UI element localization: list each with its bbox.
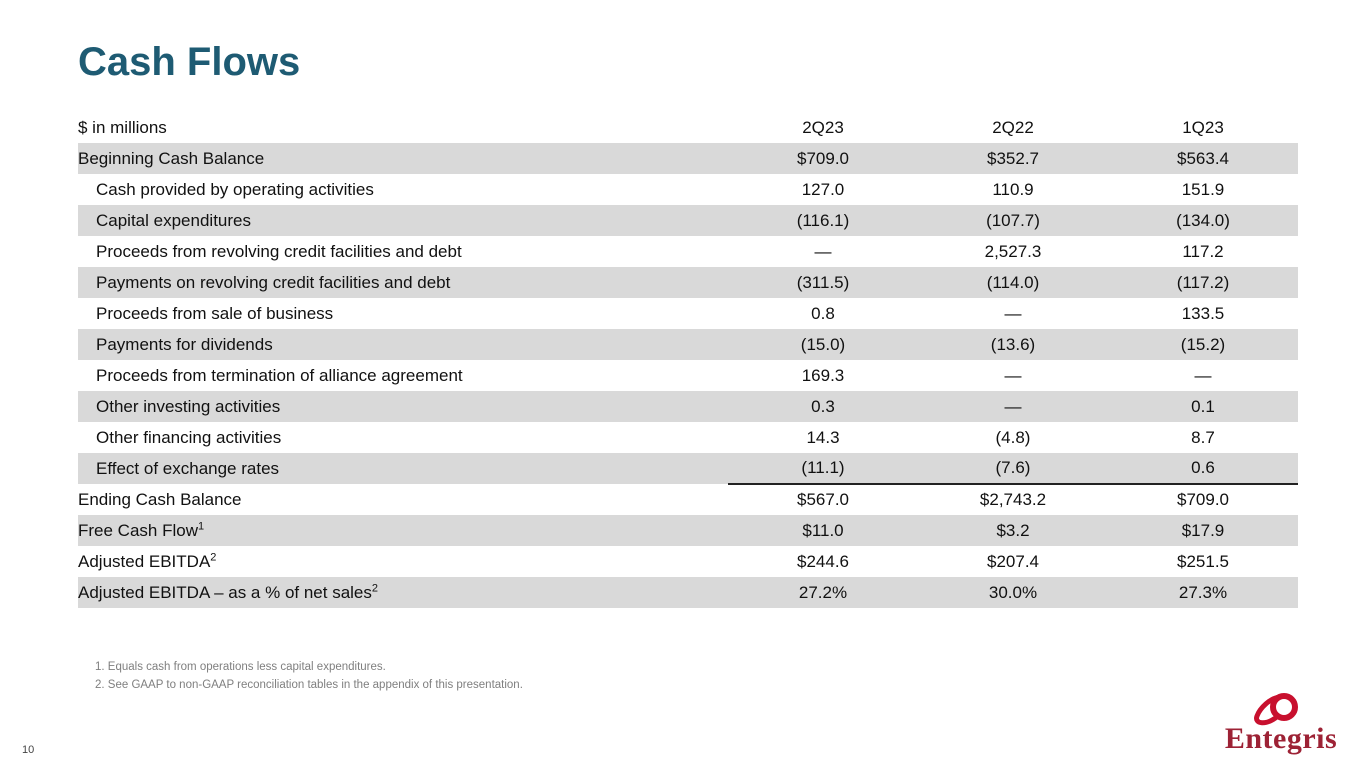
footnote-ref: 2 bbox=[371, 581, 379, 594]
row-value: $709.0 bbox=[1108, 483, 1298, 515]
entegris-logo: Entegris bbox=[1221, 690, 1341, 754]
entegris-wordmark: Entegris bbox=[1224, 722, 1338, 755]
row-value: $11.0 bbox=[802, 520, 844, 540]
row-value: — bbox=[1004, 303, 1022, 323]
row-value: (116.1) bbox=[796, 210, 850, 230]
row-label: Ending Cash Balance bbox=[78, 489, 242, 509]
row-label: Proceeds from termination of alliance ag… bbox=[96, 365, 463, 385]
footnotes: 1. Equals cash from operations less capi… bbox=[95, 659, 523, 695]
row-label: Other financing activities bbox=[96, 427, 282, 447]
row-value: $352.7 bbox=[987, 148, 1039, 168]
page-title: Cash Flows bbox=[78, 40, 301, 84]
row-value: (134.0) bbox=[1176, 210, 1230, 230]
row-label: Effect of exchange rates bbox=[96, 458, 280, 478]
row-value: (15.0) bbox=[800, 334, 846, 354]
row-value: 8.7 bbox=[1191, 427, 1215, 447]
row-value: (311.5) bbox=[796, 272, 850, 292]
row-value: (117.2) bbox=[1176, 272, 1230, 292]
row-value: 0.8 bbox=[811, 303, 835, 323]
row-value: $3.2 bbox=[996, 520, 1030, 540]
table-row: Adjusted EBITDA2 $244.6 $207.4 $251.5 bbox=[78, 546, 1298, 577]
row-value: 27.3% bbox=[1178, 582, 1228, 602]
entegris-swirl-icon bbox=[1254, 693, 1298, 726]
row-value: 117.2 bbox=[1182, 241, 1224, 261]
row-value: $17.9 bbox=[1181, 520, 1225, 540]
table-row: Other financing activities 14.3 (4.8) 8.7 bbox=[78, 422, 1298, 453]
row-label: Proceeds from revolving credit facilitie… bbox=[96, 241, 462, 261]
row-value: — bbox=[1004, 365, 1022, 385]
table-header-col-1q23: 1Q23 bbox=[1182, 117, 1224, 137]
footnote-ref: 2 bbox=[210, 550, 217, 563]
row-value: $251.5 bbox=[1177, 551, 1229, 571]
row-value: (107.7) bbox=[986, 210, 1040, 230]
row-label: Payments on revolving credit facilities … bbox=[96, 272, 451, 292]
row-value: (114.0) bbox=[986, 272, 1040, 292]
page-number: 10 bbox=[22, 744, 35, 756]
cash-flows-table: $ in millions 2Q23 2Q22 1Q23 Beginning C… bbox=[78, 112, 1298, 608]
row-value: $244.6 bbox=[797, 551, 849, 571]
table-header-col-2q22: 2Q22 bbox=[992, 117, 1034, 137]
table-row: Proceeds from sale of business 0.8 — 133.5 bbox=[78, 298, 1298, 329]
table-row: Beginning Cash Balance $709.0 $352.7 $563.4 bbox=[78, 143, 1298, 174]
row-label: Beginning Cash Balance bbox=[78, 148, 265, 168]
row-value: $709.0 bbox=[797, 148, 849, 168]
row-value: 151.9 bbox=[1181, 179, 1225, 199]
row-label: Payments for dividends bbox=[96, 334, 273, 354]
row-label: Free Cash Flow1 bbox=[78, 519, 205, 540]
table-row: Proceeds from revolving credit facilitie… bbox=[78, 236, 1298, 267]
row-value: $2,743.2 bbox=[918, 483, 1108, 515]
table-row: Effect of exchange rates (11.1) (7.6) 0.6 bbox=[78, 453, 1298, 484]
row-label: Adjusted EBITDA – as a % of net sales2 bbox=[78, 581, 379, 602]
table-row: Adjusted EBITDA – as a % of net sales2 27… bbox=[78, 577, 1298, 608]
table-header-row: $ in millions 2Q23 2Q22 1Q23 bbox=[78, 112, 1298, 143]
row-value: 133.5 bbox=[1181, 303, 1225, 323]
row-label: Other investing activities bbox=[96, 396, 281, 416]
row-value: (15.2) bbox=[1180, 334, 1226, 354]
row-value: 2,527.3 bbox=[984, 241, 1042, 261]
row-value: 169.3 bbox=[801, 365, 845, 385]
table-row: Payments on revolving credit facilities … bbox=[78, 267, 1298, 298]
table-row: Capital expenditures (116.1) (107.7) (134.0… bbox=[78, 205, 1298, 236]
row-value: 0.1 bbox=[1191, 396, 1215, 416]
row-value: (4.8) bbox=[995, 427, 1031, 447]
table-header-col-2q23: 2Q23 bbox=[802, 117, 844, 137]
footnote-ref: 1 bbox=[197, 519, 205, 532]
row-label: Adjusted EBITDA2 bbox=[78, 550, 217, 571]
row-value: (11.1) bbox=[801, 458, 845, 477]
row-label: Cash provided by operating activities bbox=[96, 179, 374, 199]
row-label: Capital expenditures bbox=[96, 210, 251, 230]
row-value: — bbox=[814, 241, 832, 261]
table-row: Proceeds from termination of alliance ag… bbox=[78, 360, 1298, 391]
row-value: — bbox=[1194, 365, 1212, 385]
row-value: 110.9 bbox=[992, 179, 1034, 199]
footnote-2: 2. See GAAP to non-GAAP reconciliation t… bbox=[95, 678, 523, 691]
row-value: 127.0 bbox=[801, 179, 845, 199]
row-value: 30.0% bbox=[988, 582, 1038, 602]
row-value: $567.0 bbox=[728, 483, 918, 515]
row-value: 0.3 bbox=[811, 396, 835, 416]
table-header-unit-label: $ in millions bbox=[78, 117, 167, 137]
footnote-1: 1. Equals cash from operations less capi… bbox=[95, 661, 386, 673]
row-value: — bbox=[1004, 396, 1022, 416]
table-row: Other investing activities 0.3 — 0.1 bbox=[78, 391, 1298, 422]
row-value: (7.6) bbox=[995, 458, 1031, 477]
table-row: Ending Cash Balance $567.0 $2,743.2 $709.0 bbox=[78, 483, 1298, 515]
row-value: $207.4 bbox=[987, 551, 1039, 571]
row-value: 14.3 bbox=[806, 427, 840, 447]
row-value: 27.2% bbox=[798, 582, 848, 602]
table-row: Payments for dividends (15.0) (13.6) (15.2) bbox=[78, 329, 1298, 360]
table-row: Cash provided by operating activities 127… bbox=[78, 174, 1298, 205]
table-row: Free Cash Flow1 $11.0 $3.2 $17.9 bbox=[78, 515, 1298, 546]
row-value: (13.6) bbox=[990, 334, 1036, 354]
row-value: $563.4 bbox=[1177, 148, 1229, 168]
row-label: Proceeds from sale of business bbox=[96, 303, 334, 323]
row-value: 0.6 bbox=[1191, 458, 1215, 477]
